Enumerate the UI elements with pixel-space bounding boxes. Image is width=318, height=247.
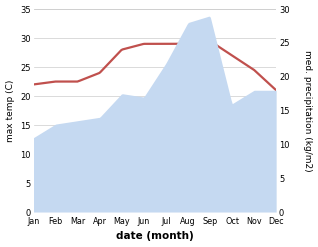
Y-axis label: med. precipitation (kg/m2): med. precipitation (kg/m2) [303,50,313,171]
X-axis label: date (month): date (month) [116,231,194,242]
Y-axis label: max temp (C): max temp (C) [5,79,15,142]
